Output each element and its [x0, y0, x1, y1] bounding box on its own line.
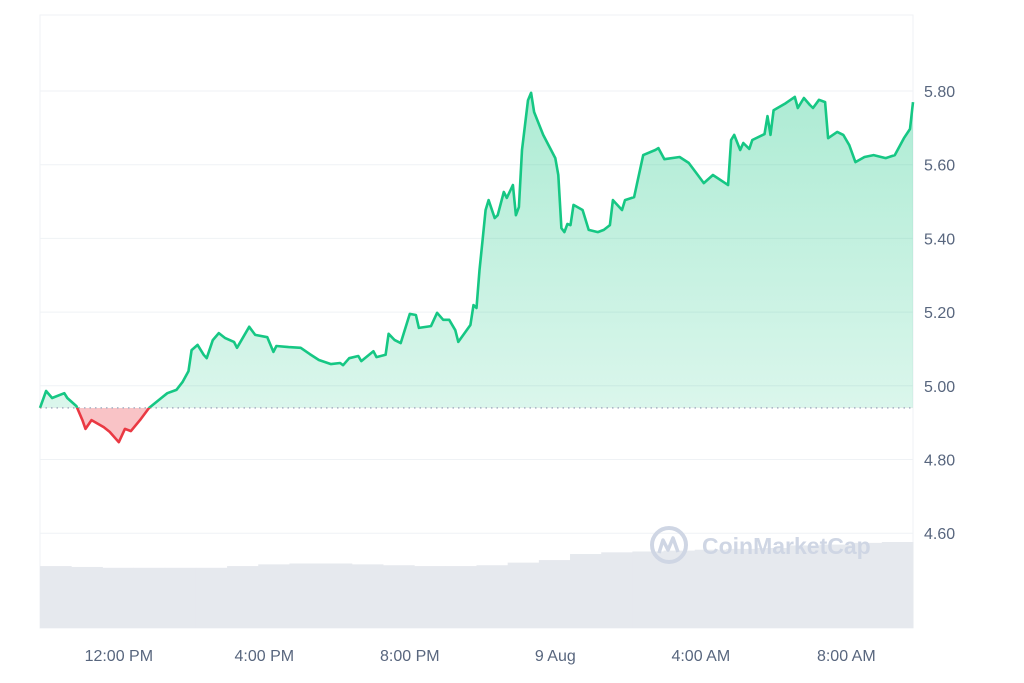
volume-bar — [601, 552, 633, 628]
volume-bar — [538, 560, 571, 628]
volume-bar — [258, 564, 290, 628]
price-series — [38, 91, 915, 444]
volume-bar — [382, 565, 415, 628]
volume-bar — [788, 545, 820, 628]
volume-bar — [164, 567, 197, 628]
coinmarketcap-logo-icon — [650, 526, 688, 564]
volume-bar — [102, 567, 135, 628]
volume-bar — [320, 563, 353, 628]
y-tick-label: 4.60 — [924, 526, 955, 543]
volume-bar — [725, 548, 758, 628]
watermark: CoinMarketCap — [650, 526, 871, 564]
volume-bar — [351, 564, 384, 628]
volume-bar — [819, 544, 852, 628]
volume-bar — [694, 549, 727, 628]
x-tick-label: 4:00 AM — [671, 648, 730, 665]
volume-bar — [227, 566, 259, 628]
volume-bar — [289, 563, 322, 628]
volume-bar — [632, 551, 665, 628]
area-fill-down — [77, 407, 150, 443]
volume-bar — [850, 542, 883, 628]
volume-bar — [881, 542, 914, 628]
volume-bar — [195, 567, 228, 628]
volume-bar — [40, 566, 72, 628]
x-tick-label: 9 Aug — [535, 648, 576, 665]
y-tick-label: 5.00 — [924, 379, 955, 396]
volume-bar — [133, 567, 166, 628]
volume-bar — [757, 548, 789, 628]
y-tick-label: 5.80 — [924, 84, 955, 101]
volume-bar — [71, 566, 103, 628]
y-axis: 5.80 5.60 5.40 5.20 5.00 4.80 4.60 — [924, 84, 955, 543]
volume-bar — [414, 566, 446, 628]
volume-bars — [40, 542, 914, 628]
y-tick-label: 5.60 — [924, 158, 955, 175]
x-tick-label: 12:00 PM — [85, 648, 153, 665]
watermark-text: CoinMarketCap — [702, 533, 871, 559]
x-axis: 12:00 PM 4:00 PM 8:00 PM 9 Aug 4:00 AM 8:00 A… — [85, 648, 876, 665]
x-tick-label: 4:00 PM — [235, 648, 295, 665]
y-tick-label: 4.80 — [924, 453, 955, 470]
y-tick-label: 5.20 — [924, 305, 955, 322]
y-tick-label: 5.40 — [924, 231, 955, 248]
volume-bar — [476, 565, 509, 628]
volume-bar — [570, 554, 602, 628]
volume-bar — [507, 562, 540, 628]
x-tick-label: 8:00 AM — [817, 648, 876, 665]
volume-bar — [445, 566, 477, 628]
x-tick-label: 8:00 PM — [380, 648, 440, 665]
price-line-up — [38, 91, 915, 408]
